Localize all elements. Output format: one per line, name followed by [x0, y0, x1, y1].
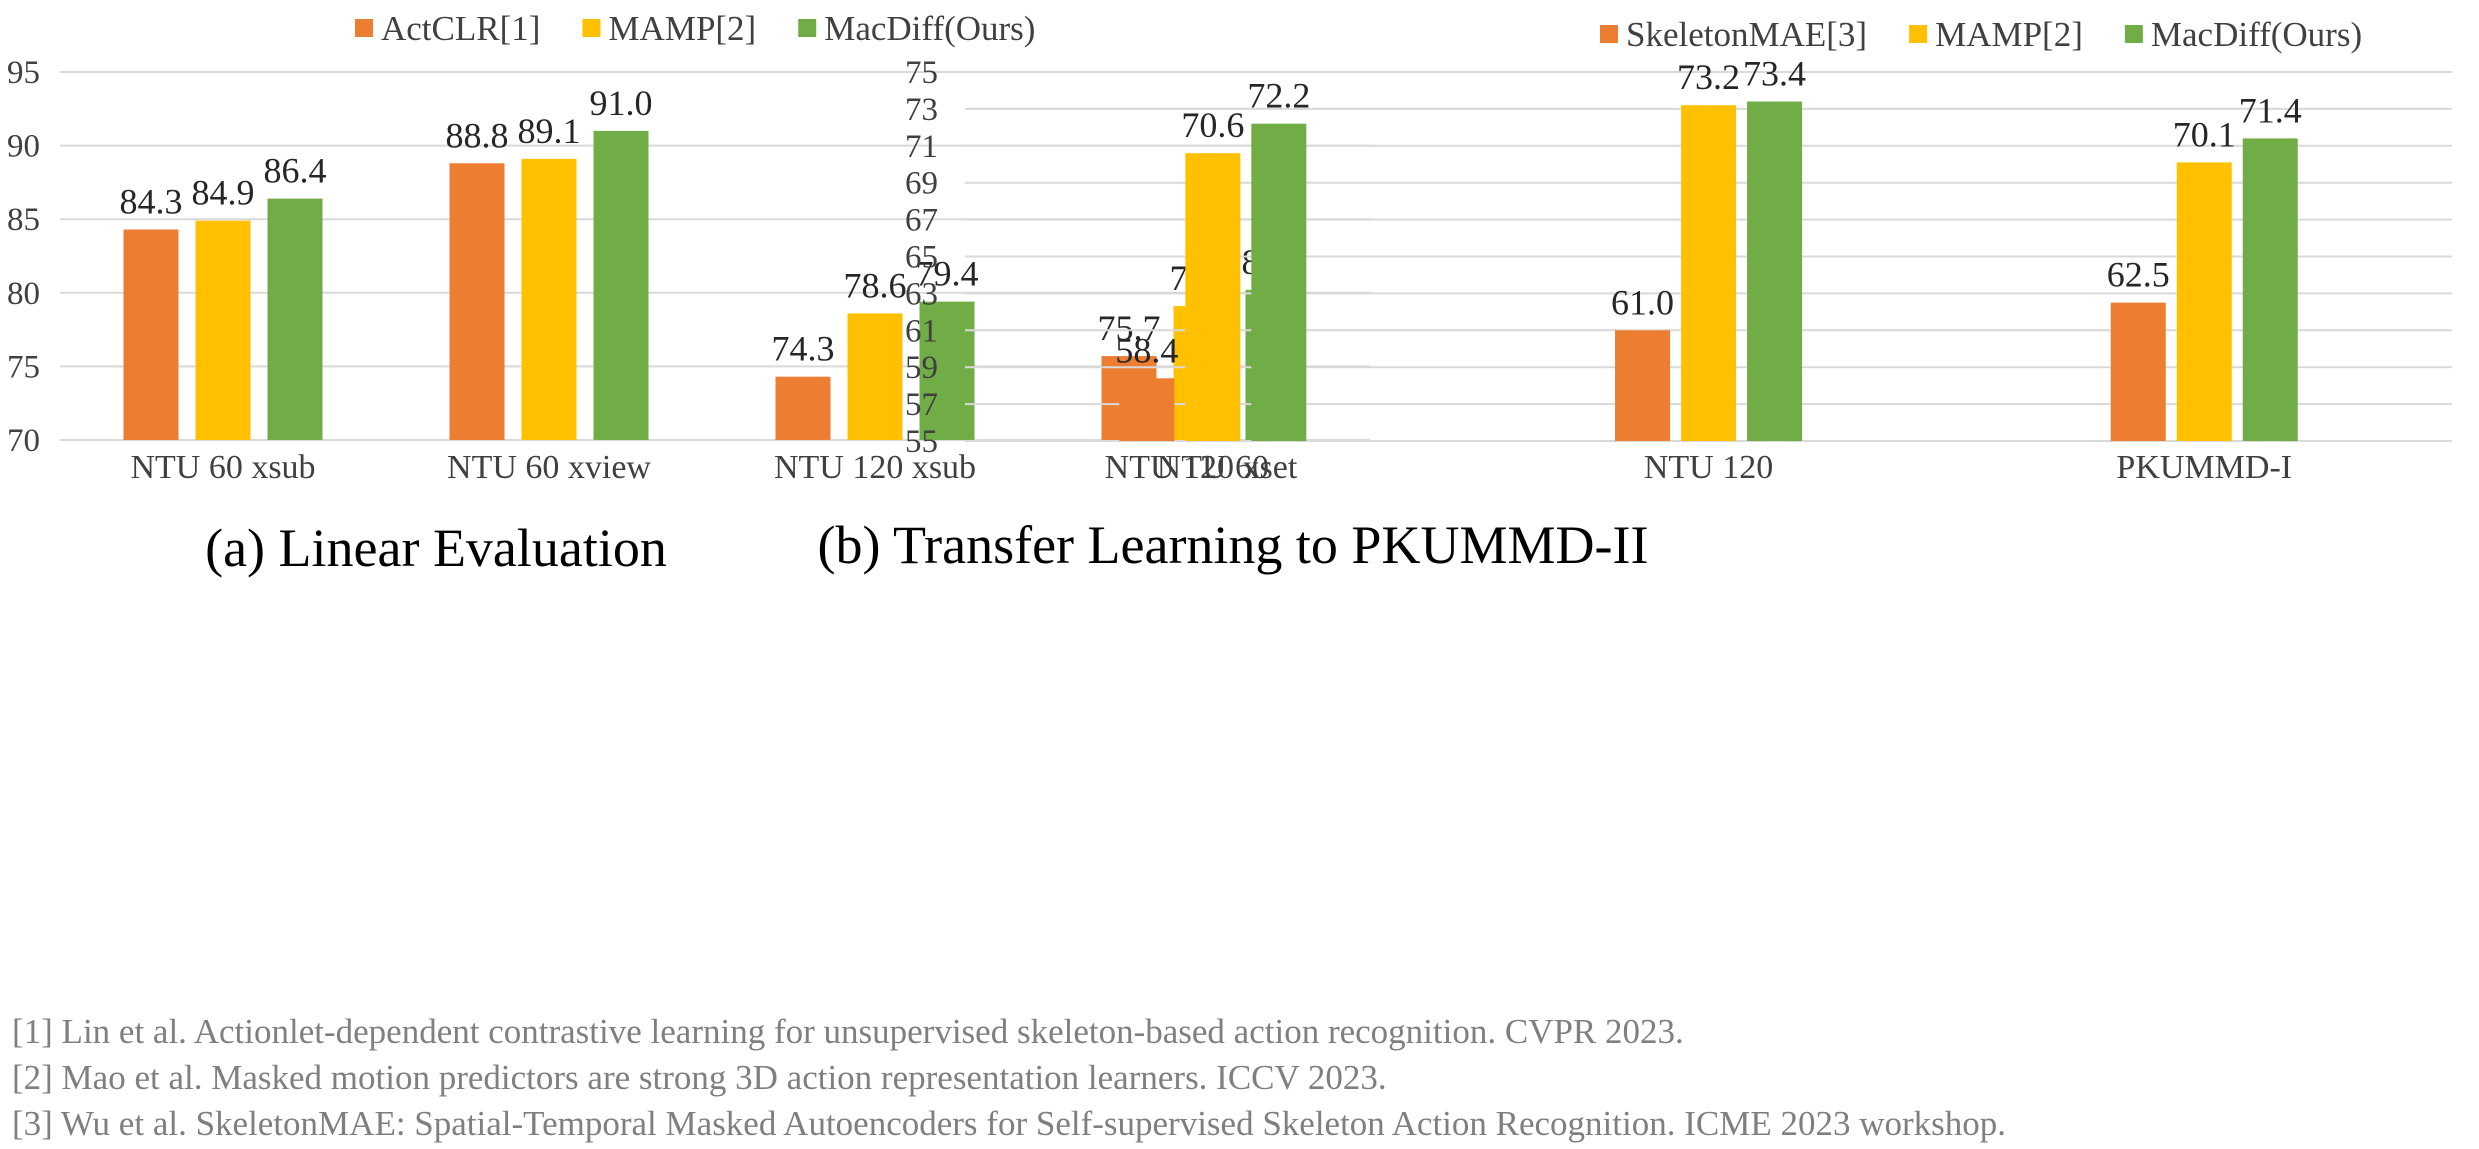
chart-b-ytick-label: 57 [905, 387, 938, 423]
chart-b-data-label: 70.6 [1181, 105, 1244, 145]
chart-b-legend-label: MAMP[2] [1935, 15, 2083, 54]
chart-b-data-label: 73.2 [1677, 57, 1740, 97]
chart-b-data-label: 62.5 [2107, 255, 2170, 295]
chart-a-category-label: NTU 60 xview [447, 449, 651, 486]
chart-a-bar [521, 158, 577, 440]
chart-a-ytick-label: 75 [7, 349, 40, 385]
chart-b-ytick-label: 73 [905, 92, 938, 128]
chart-a-legend-label: MAMP[2] [608, 9, 756, 48]
chart-a-data-label: 88.8 [446, 115, 509, 155]
chart-b-legend-swatch [2124, 25, 2143, 43]
chart-b-bar [1615, 330, 1671, 441]
chart-a-data-label: 84.9 [192, 173, 255, 213]
reference-3: [3] Wu et al. SkeletonMAE: Spatial-Tempo… [12, 1104, 2007, 1143]
chart-b-bar [1681, 105, 1737, 442]
chart-a-data-label: 86.4 [264, 151, 327, 191]
chart-b-ytick-label: 75 [905, 55, 938, 91]
chart-a-data-label: 75.7 [1098, 308, 1161, 348]
chart-a-bar [267, 198, 323, 440]
chart-b-category-label: PKUMMD-I [2116, 449, 2292, 486]
chart-b-data-label: 71.4 [2239, 90, 2302, 130]
chart-a-bar [449, 163, 505, 440]
chart-b-bar [2242, 138, 2298, 442]
reference-2: [2] Mao et al. Masked motion predictors … [12, 1058, 1387, 1097]
chart-a-category-label: NTU 120 xsub [774, 449, 976, 486]
chart-a-data-label: 78.6 [844, 265, 907, 305]
chart-a-bar [593, 130, 649, 440]
chart-b-caption: (b) Transfer Learning to PKUMMD-II [818, 515, 1649, 575]
chart-b-data-label: 73.4 [1743, 54, 1806, 94]
chart-a-ytick-label: 80 [7, 276, 40, 312]
chart-b-ytick-label: 63 [905, 276, 938, 312]
chart-a-category-label: NTU 120 xset [1105, 449, 1298, 486]
chart-b-data-label: 58.4 [1115, 330, 1178, 370]
chart-b-ytick-label: 59 [905, 350, 938, 386]
chart-b-legend-label: SkeletonMAE[3] [1626, 15, 1867, 54]
chart-b-bar [1747, 101, 1803, 442]
chart-a-bar [847, 313, 903, 440]
chart-b-ytick-label: 67 [905, 203, 938, 239]
chart-b-bar [1185, 153, 1241, 441]
chart-a-data-label: 91.0 [590, 83, 653, 123]
chart-b-bar [1119, 378, 1175, 441]
chart-a-category-label: NTU 60 xsub [130, 449, 315, 486]
chart-b-data-label: 70.1 [2173, 114, 2236, 154]
chart-b-ytick-label: 71 [905, 129, 938, 165]
chart-b-category-label: NTU 60 [1157, 449, 1269, 486]
chart-b-bar [1251, 123, 1307, 441]
chart-b-bar [2110, 302, 2166, 441]
chart-b-ytick-label: 55 [905, 424, 938, 460]
chart-a-ytick-label: 90 [7, 129, 40, 165]
chart-b-legend-label: MacDiff(Ours) [2151, 15, 2362, 54]
chart-a-data-label: 89.1 [518, 111, 581, 151]
reference-1: [1] Lin et al. Actionlet-dependent contr… [12, 1012, 1684, 1051]
chart-a-legend-label: ActCLR[1] [381, 9, 540, 48]
chart-b-ytick-label: 69 [905, 166, 938, 202]
chart-b-ytick-label: 61 [905, 313, 938, 349]
chart-a-bar [775, 376, 831, 440]
chart-b-ytick-label: 65 [905, 240, 938, 276]
chart-a-bar [919, 301, 975, 440]
chart-b-bar [2176, 162, 2232, 441]
chart-a-legend-swatch [582, 19, 601, 37]
chart-b-legend-swatch [1909, 25, 1928, 43]
chart-a-data-label: 84.3 [120, 182, 183, 222]
chart-a-ytick-label: 95 [7, 55, 40, 91]
chart-a-legend-swatch [798, 19, 817, 37]
chart-a-data-label: 79.4 [916, 254, 979, 294]
chart-b-data-label: 61.0 [1611, 282, 1674, 322]
chart-a-caption: (a) Linear Evaluation [205, 518, 667, 578]
chart-b-data-label: 72.2 [1247, 76, 1310, 116]
chart-b-category-label: NTU 120 [1644, 449, 1773, 486]
chart-a-bar [195, 220, 251, 440]
chart-a-bar [123, 229, 179, 440]
chart-a-ytick-label: 70 [7, 423, 40, 459]
chart-a-legend-label: MacDiff(Ours) [824, 9, 1035, 48]
chart-b-legend-swatch [1600, 25, 1618, 43]
chart-a-ytick-label: 85 [7, 202, 40, 238]
chart-a-data-label: 74.3 [772, 329, 835, 369]
chart-a-legend-swatch [355, 19, 373, 37]
